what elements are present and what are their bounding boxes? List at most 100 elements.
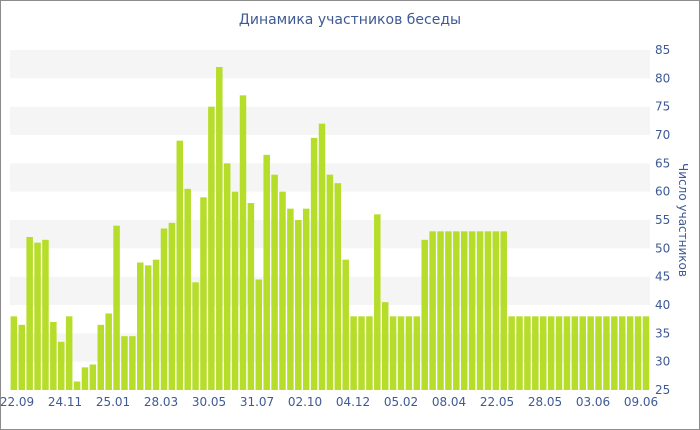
y-tick-label: 80 bbox=[655, 71, 670, 85]
bar bbox=[318, 123, 326, 391]
bar bbox=[137, 262, 144, 390]
bar bbox=[239, 95, 247, 390]
x-tick-label: 25.01 bbox=[96, 395, 130, 409]
x-tick-label: 28.03 bbox=[144, 395, 178, 409]
bar bbox=[397, 316, 405, 390]
bar bbox=[468, 231, 476, 390]
bar bbox=[421, 239, 428, 390]
y-tick-label: 55 bbox=[655, 213, 670, 227]
bar bbox=[105, 313, 112, 390]
bar bbox=[129, 336, 136, 390]
y-axis-title: Число участников bbox=[676, 163, 690, 277]
y-tick-label: 45 bbox=[655, 270, 670, 284]
x-tick-label: 03.06 bbox=[576, 395, 610, 409]
bar bbox=[81, 367, 89, 390]
y-tick-label: 60 bbox=[655, 185, 670, 199]
bar bbox=[484, 231, 492, 390]
bar bbox=[279, 191, 286, 390]
bar bbox=[271, 174, 278, 390]
bar bbox=[555, 316, 563, 390]
bar bbox=[342, 259, 349, 390]
bar bbox=[26, 237, 33, 390]
bar bbox=[508, 316, 515, 390]
bar bbox=[247, 203, 255, 390]
bar bbox=[429, 231, 436, 390]
bar bbox=[10, 316, 18, 390]
bar bbox=[168, 222, 176, 390]
x-tick-label: 30.05 bbox=[192, 395, 226, 409]
bar bbox=[89, 364, 97, 390]
x-tick-label: 02.10 bbox=[288, 395, 322, 409]
bar bbox=[65, 316, 73, 390]
bar bbox=[255, 279, 263, 390]
bar bbox=[50, 322, 57, 390]
x-tick-label: 09.06 bbox=[624, 395, 658, 409]
bar bbox=[18, 324, 26, 390]
bar bbox=[626, 316, 634, 390]
bar bbox=[113, 225, 120, 390]
bar bbox=[287, 208, 294, 390]
bar bbox=[144, 265, 152, 390]
bar bbox=[176, 140, 184, 390]
bar bbox=[350, 316, 357, 390]
bar bbox=[152, 259, 160, 390]
bar bbox=[611, 316, 618, 390]
bar bbox=[563, 316, 571, 390]
bar bbox=[405, 316, 413, 390]
bar bbox=[381, 302, 389, 390]
chart-title: Динамика участников беседы bbox=[238, 12, 462, 28]
bar bbox=[618, 316, 626, 390]
bar bbox=[587, 316, 594, 390]
bar bbox=[579, 316, 586, 390]
bar bbox=[634, 316, 642, 390]
y-tick-label: 85 bbox=[655, 43, 670, 57]
x-tick-label: 28.05 bbox=[528, 395, 562, 409]
bar bbox=[492, 231, 500, 390]
bar bbox=[310, 137, 318, 390]
bar bbox=[437, 231, 444, 390]
bar bbox=[524, 316, 531, 390]
x-tick-label: 22.09 bbox=[0, 395, 34, 409]
y-tick-label: 40 bbox=[655, 298, 670, 312]
bar bbox=[532, 316, 539, 390]
bar bbox=[571, 316, 579, 390]
bar bbox=[160, 228, 168, 390]
bar bbox=[603, 316, 610, 390]
y-tick-label: 65 bbox=[655, 156, 670, 170]
x-tick-label: 04.12 bbox=[336, 395, 370, 409]
bar bbox=[326, 174, 334, 390]
x-tick-label: 24.11 bbox=[48, 395, 82, 409]
bar bbox=[516, 316, 523, 390]
bar bbox=[413, 316, 421, 390]
bar bbox=[231, 191, 239, 390]
x-tick-label: 05.02 bbox=[384, 395, 418, 409]
bar bbox=[334, 183, 342, 390]
y-tick-label: 50 bbox=[655, 241, 670, 255]
bar bbox=[500, 231, 507, 390]
bar bbox=[460, 231, 468, 390]
bar bbox=[263, 154, 270, 390]
x-tick-label: 22.05 bbox=[480, 395, 514, 409]
bar bbox=[453, 231, 460, 390]
y-tick-label: 30 bbox=[655, 355, 670, 369]
bar bbox=[358, 316, 365, 390]
bar bbox=[389, 316, 397, 390]
bar bbox=[445, 231, 452, 390]
y-tick-label: 25 bbox=[655, 383, 670, 397]
y-tick-label: 35 bbox=[655, 326, 670, 340]
bar bbox=[97, 324, 105, 390]
grid-band bbox=[10, 106, 650, 135]
bar bbox=[374, 214, 381, 390]
y-tick-label: 70 bbox=[655, 128, 670, 142]
bar bbox=[216, 67, 223, 390]
bar bbox=[295, 220, 302, 390]
bar bbox=[184, 188, 191, 390]
bar bbox=[208, 106, 215, 391]
bar bbox=[302, 208, 310, 390]
bar bbox=[595, 316, 602, 390]
bar bbox=[642, 316, 650, 390]
bar bbox=[200, 197, 207, 390]
grid-band bbox=[10, 50, 650, 79]
x-tick-label: 31.07 bbox=[240, 395, 274, 409]
